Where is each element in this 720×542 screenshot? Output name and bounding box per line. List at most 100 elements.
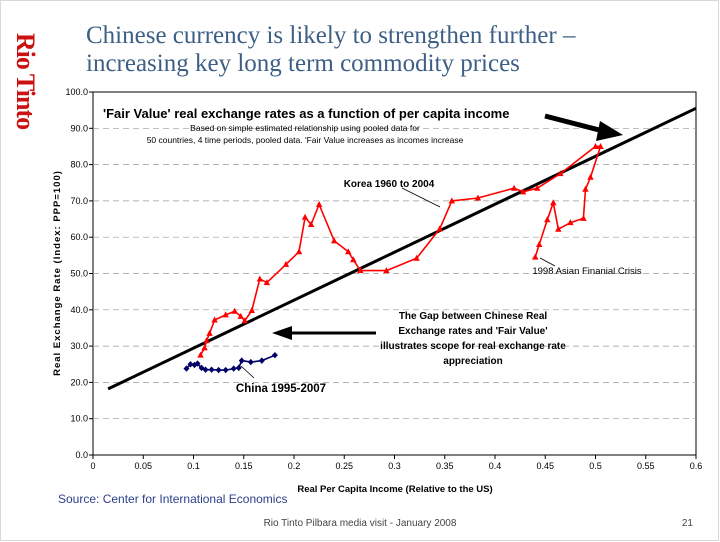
korea-data-point xyxy=(582,185,589,192)
slide-title-line-1: Chinese currency is likely to strengthen… xyxy=(86,22,576,49)
korea-data-point xyxy=(580,214,587,221)
y-axis-ticks: 0.0 10.0 20.0 30.0 40.0 50.0 60.0 70.0 80.0 90.0 1… xyxy=(65,87,93,460)
korea-data-point xyxy=(201,344,208,351)
x-tick-label: 0.6 xyxy=(690,461,703,471)
y-tick-label: 80.0 xyxy=(70,160,88,170)
y-tick-label: 20.0 xyxy=(70,377,88,387)
korea-data-point xyxy=(357,267,364,274)
china-label: China 1995-2007 xyxy=(236,383,326,395)
chart-title: 'Fair Value' real exchange rates as a fu… xyxy=(103,106,509,121)
series-layer xyxy=(107,106,697,391)
china-data-point xyxy=(194,360,201,367)
gap-annotation-line-4: appreciation xyxy=(443,356,502,367)
china-data-point xyxy=(238,357,245,364)
korea-data-point xyxy=(301,213,309,220)
korea-data-point xyxy=(383,267,390,274)
x-tick-label: 0.2 xyxy=(288,461,301,471)
china-leader xyxy=(240,365,255,379)
china-data-point xyxy=(187,361,194,368)
korea-data-point xyxy=(474,194,482,201)
y-tick-label: 90.0 xyxy=(70,123,88,133)
korea-data-point xyxy=(241,317,248,324)
korea-data-point xyxy=(231,307,238,314)
y-tick-label: 100.0 xyxy=(65,87,88,97)
korea-data-point xyxy=(544,216,551,223)
korea-data-point xyxy=(307,220,315,227)
korea-data-point xyxy=(345,248,352,255)
china-data-point xyxy=(258,357,265,364)
x-tick-label: 0 xyxy=(90,461,95,471)
chart-subtitle-line-2: 50 countries, 4 time periods, pooled dat… xyxy=(147,135,464,145)
x-tick-label: 0.05 xyxy=(134,461,152,471)
y-tick-label: 60.0 xyxy=(70,232,88,242)
korea-data-point xyxy=(597,142,604,149)
chart-subtitle-line-1: Based on simple estimated relationship u… xyxy=(190,123,420,133)
gridlines xyxy=(93,127,696,420)
y-tick-label: 70.0 xyxy=(70,196,88,206)
x-tick-label: 0.25 xyxy=(335,461,353,471)
y-tick-label: 50.0 xyxy=(70,269,88,279)
gap-arrow-head xyxy=(272,326,292,340)
x-tick-label: 0.4 xyxy=(489,461,502,471)
china-data-point xyxy=(208,366,215,373)
korea-data-point xyxy=(592,142,599,149)
slide-title-line-2: increasing key long term commodity price… xyxy=(86,50,520,77)
source-note: Source: Center for International Economi… xyxy=(58,492,288,506)
korea-data-point xyxy=(413,254,420,261)
korea-data-point xyxy=(263,279,271,286)
x-axis-ticks: 0 0.05 0.1 0.15 0.2 0.25 0.3 0.35 0.4 0.45 0.5 0.55… xyxy=(90,455,702,471)
crisis-label: 1998 Asian Finanial Crisis xyxy=(532,266,642,277)
korea-data-point xyxy=(282,260,290,267)
korea-data-point xyxy=(534,184,541,191)
korea-data-point xyxy=(587,173,594,180)
page-number: 21 xyxy=(681,518,693,529)
korea-leader xyxy=(401,187,441,208)
china-data-point xyxy=(271,351,278,359)
gap-annotation-line-1: The Gap between Chinese Real xyxy=(399,311,548,322)
x-tick-label: 0.45 xyxy=(536,461,554,471)
y-tick-label: 10.0 xyxy=(70,414,88,424)
x-tick-label: 0.5 xyxy=(589,461,602,471)
y-tick-label: 30.0 xyxy=(70,341,88,351)
korea-label: Korea 1960 to 2004 xyxy=(344,179,435,190)
korea-data-point xyxy=(555,225,562,232)
y-tick-label: 40.0 xyxy=(70,305,88,315)
korea-data-point xyxy=(331,237,338,244)
china-data-point xyxy=(183,365,190,372)
china-data-point xyxy=(215,366,222,374)
korea-data-point xyxy=(519,188,527,195)
x-tick-label: 0.1 xyxy=(187,461,200,471)
korea-data-point xyxy=(532,253,539,260)
china-data-point xyxy=(202,366,209,373)
korea-data-point xyxy=(295,248,303,255)
china-data-point xyxy=(247,358,254,366)
china-data-point xyxy=(230,365,237,372)
korea-data-point xyxy=(248,307,255,314)
korea-data-point xyxy=(211,316,218,323)
big-arrow-shaft xyxy=(544,113,604,134)
x-tick-label: 0.55 xyxy=(637,461,655,471)
y-tick-label: 0.0 xyxy=(75,450,88,460)
gap-annotation-line-3: illustrates scope for real exchange rate xyxy=(380,341,566,352)
korea-data-point xyxy=(536,240,543,247)
x-tick-label: 0.3 xyxy=(388,461,401,471)
korea-data-point xyxy=(315,201,323,208)
china-data-point xyxy=(222,366,229,374)
korea-data-point xyxy=(237,312,244,319)
big-arrow-head xyxy=(596,121,623,141)
korea-data-point xyxy=(557,170,564,177)
china-data-point xyxy=(235,364,242,372)
footer-text: Rio Tinto Pilbara media visit - January … xyxy=(263,518,457,529)
korea-data-point xyxy=(197,351,204,358)
gap-annotation-line-2: Exchange rates and 'Fair Value' xyxy=(398,326,547,337)
korea-data-point xyxy=(350,256,357,263)
y-axis-label: Real Exchange Rate (Index: PPP=100) xyxy=(52,170,63,376)
korea-data-point xyxy=(256,275,264,282)
korea-data-point xyxy=(436,225,443,232)
crisis-leader xyxy=(539,257,556,267)
korea-data-point xyxy=(203,337,210,344)
x-tick-label: 0.15 xyxy=(235,461,253,471)
korea-data-point xyxy=(567,219,574,226)
korea-data-point xyxy=(510,184,518,191)
